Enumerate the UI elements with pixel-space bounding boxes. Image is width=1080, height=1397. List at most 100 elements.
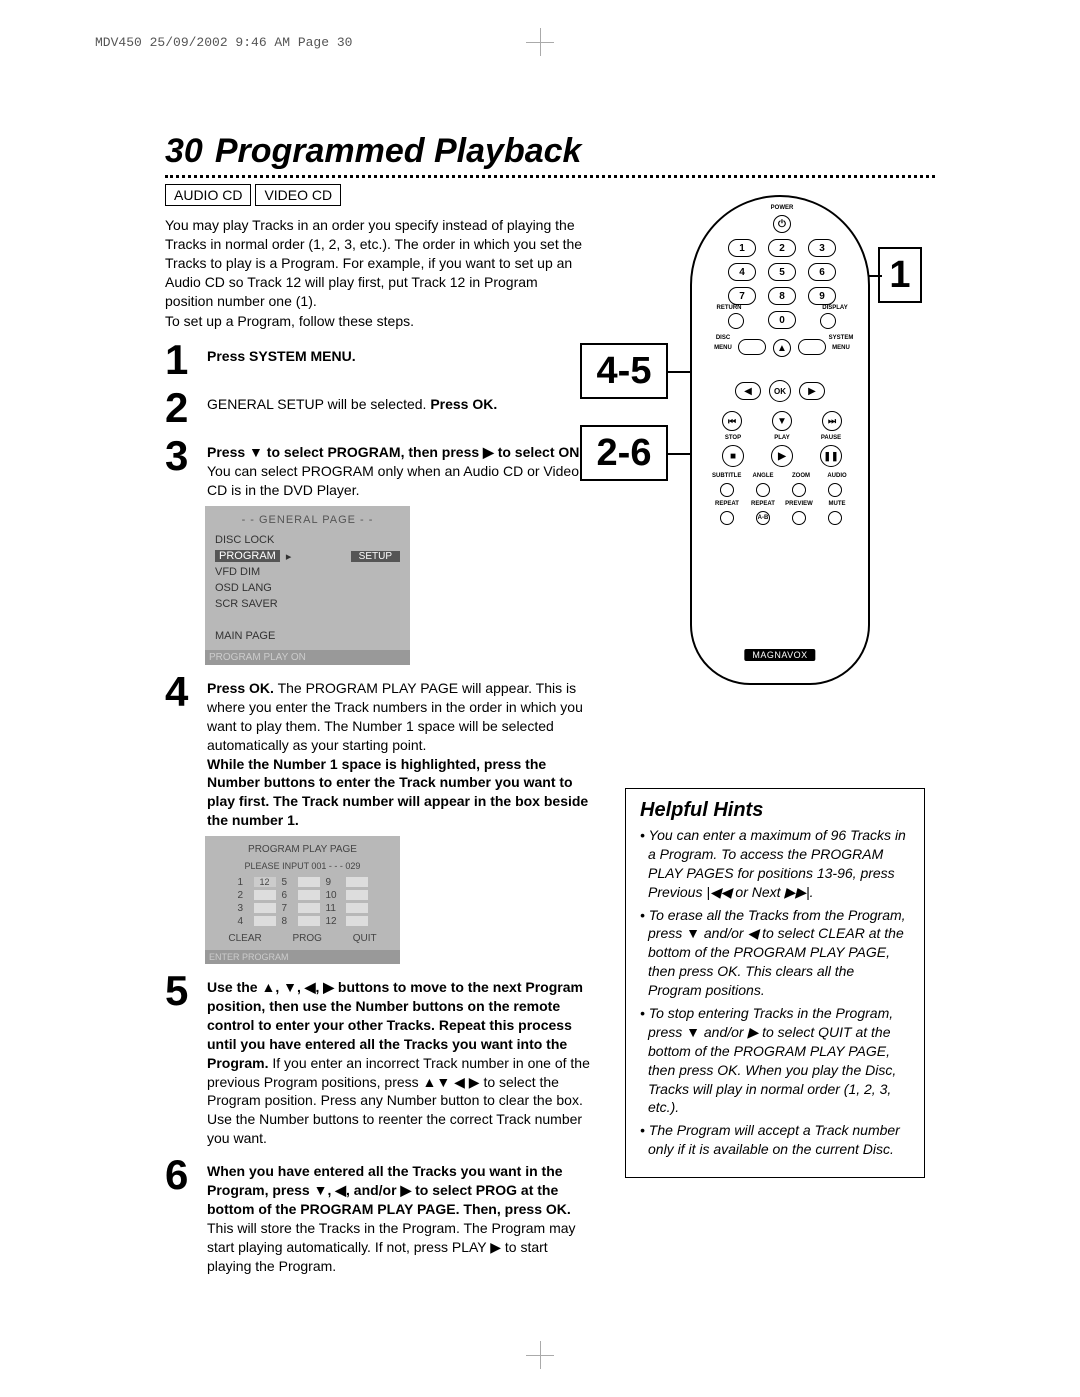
- audio-label: AUDIO: [822, 473, 852, 479]
- osd-row-highlight: PROGRAM: [215, 550, 280, 562]
- osd-row: MAIN PAGE: [215, 630, 275, 642]
- title-divider: [165, 175, 935, 178]
- prog-cell: 2: [238, 890, 248, 901]
- num-7: 7: [728, 287, 756, 305]
- preview-label: PREVIEW: [784, 501, 814, 507]
- mute-label: MUTE: [822, 501, 852, 507]
- return-label: RETURN: [714, 305, 744, 311]
- osd-footer: PROGRAM PLAY ON: [205, 650, 410, 665]
- mute-button: [828, 511, 842, 525]
- repeat-label: REPEAT: [748, 501, 778, 507]
- prog-cell: 5: [282, 877, 292, 888]
- prev-button: ⏮: [722, 411, 742, 431]
- prog-cell: 9: [326, 877, 340, 888]
- disc-menu-button: [738, 339, 766, 355]
- prog-cell: [254, 916, 276, 926]
- tab-audio-cd: AUDIO CD: [165, 184, 251, 206]
- prog-cell: 11: [326, 903, 340, 914]
- step-body: Press ▼ to select PROGRAM, then press ▶ …: [207, 435, 590, 500]
- display-label: DISPLAY: [820, 305, 850, 311]
- osd-footer: ENTER PROGRAM: [205, 950, 400, 964]
- step-number: 1: [165, 339, 197, 381]
- num-1: 1: [728, 239, 756, 257]
- prog-cell: 10: [326, 890, 340, 901]
- num-3: 3: [808, 239, 836, 257]
- repeat-ab-button: A-B: [756, 511, 770, 525]
- step-body: When you have entered all the Tracks you…: [207, 1154, 590, 1275]
- display-button: [820, 313, 836, 329]
- step-number: 2: [165, 387, 197, 429]
- hint-item: The Program will accept a Track number o…: [640, 1121, 910, 1159]
- angle-label: ANGLE: [748, 473, 778, 479]
- callout-1: 1: [878, 247, 922, 303]
- power-button: ⏻: [773, 215, 791, 233]
- osd-action: QUIT: [353, 933, 377, 944]
- osd-row: OSD LANG: [215, 582, 272, 594]
- step-body: GENERAL SETUP will be selected. Press OK…: [207, 387, 590, 414]
- osd-setup-badge: SETUP: [351, 551, 400, 562]
- stop-label: STOP: [718, 435, 748, 441]
- pause-label: PAUSE: [816, 435, 846, 441]
- play-label: PLAY: [767, 435, 797, 441]
- callout-lead: [868, 275, 882, 277]
- hint-item: To erase all the Tracks from the Program…: [640, 906, 910, 1000]
- angle-button: [756, 483, 770, 497]
- osd-subtitle: PLEASE INPUT 001 - - - 029: [213, 861, 392, 871]
- intro-paragraph-2: To set up a Program, follow these steps.: [165, 312, 585, 331]
- stop-button: ■: [722, 445, 744, 467]
- num-5: 5: [768, 263, 796, 281]
- num-2: 2: [768, 239, 796, 257]
- next-button: ⏭: [822, 411, 842, 431]
- intro-paragraph: You may play Tracks in an order you spec…: [165, 216, 585, 310]
- subtitle-button: [720, 483, 734, 497]
- osd-program-play-page: PROGRAM PLAY PAGE PLEASE INPUT 001 - - -…: [205, 836, 400, 964]
- audio-button: [828, 483, 842, 497]
- osd-row: VFD DIM: [215, 566, 260, 578]
- subtitle-label: SUBTITLE: [712, 473, 738, 479]
- num-4: 4: [728, 263, 756, 281]
- helpful-hints-box: Helpful Hints You can enter a maximum of…: [625, 788, 925, 1178]
- callout-2-6: 2-6: [580, 425, 668, 481]
- step-body: Use the ▲, ▼, ◀, ▶ buttons to move to th…: [207, 970, 590, 1148]
- page-number: 30: [165, 132, 203, 171]
- preview-button: [792, 511, 806, 525]
- prog-cell: [254, 903, 276, 913]
- ok-ring: ◀ OK ▶: [735, 369, 825, 413]
- crop-mark: [526, 28, 554, 56]
- brand-label: MAGNAVOX: [744, 649, 815, 661]
- osd-general-page: - - GENERAL PAGE - - DISC LOCK PROGRAM▸S…: [205, 506, 410, 665]
- num-8: 8: [768, 287, 796, 305]
- prog-cell: 8: [282, 916, 292, 927]
- prog-cell: [346, 877, 368, 887]
- prog-cell: [346, 903, 368, 913]
- hints-title: Helpful Hints: [640, 799, 910, 822]
- hint-item: To stop entering Tracks in the Program, …: [640, 1004, 910, 1117]
- zoom-button: [792, 483, 806, 497]
- num-9: 9: [808, 287, 836, 305]
- repeat-label: REPEAT: [712, 501, 742, 507]
- step-body: Press SYSTEM MENU.: [207, 339, 590, 366]
- power-label: POWER: [767, 205, 797, 211]
- prog-cell: [298, 916, 320, 926]
- osd-title: - - GENERAL PAGE - -: [215, 514, 400, 526]
- left-arrow-button: ◀: [735, 382, 761, 400]
- prog-cell: 12: [326, 916, 340, 927]
- num-6: 6: [808, 263, 836, 281]
- repeat-button: [720, 511, 734, 525]
- prog-cell: 7: [282, 903, 292, 914]
- prog-cell: [298, 877, 320, 887]
- osd-row: SCR SAVER: [215, 598, 278, 610]
- prog-cell: 6: [282, 890, 292, 901]
- step-body: Press OK. The PROGRAM PLAY PAGE will app…: [207, 671, 590, 830]
- return-button: [728, 313, 744, 329]
- prog-cell: [254, 890, 276, 900]
- step-number: 4: [165, 671, 197, 713]
- prog-cell: [298, 903, 320, 913]
- down-arrow-button: ▼: [772, 411, 792, 431]
- up-arrow-button: ▲: [773, 339, 791, 357]
- step-number: 3: [165, 435, 197, 477]
- disc-label: DISC: [708, 335, 738, 341]
- prog-cell: 12: [254, 877, 276, 887]
- zoom-label: ZOOM: [786, 473, 816, 479]
- prog-cell: 1: [238, 877, 248, 888]
